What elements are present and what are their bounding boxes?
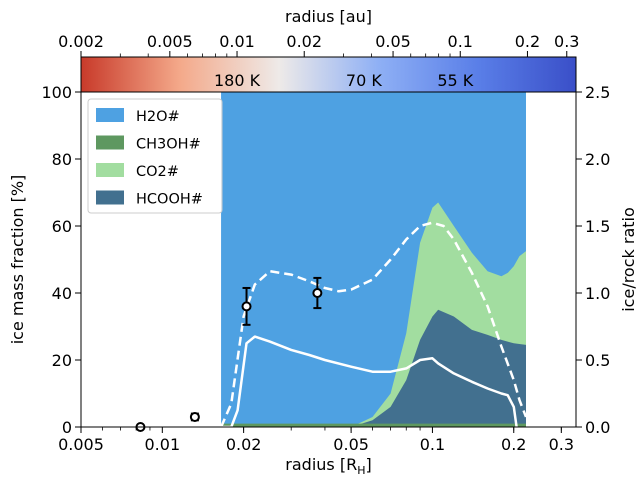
top-tick-label: 0.02: [286, 32, 322, 51]
solid-line: [221, 335, 518, 429]
axes: 0.005 0.01 0.02 0.05 0.1 0.2 0.3 0 20 40 60 80 100 0.…: [41, 32, 610, 454]
y-tick-label: 0: [62, 418, 72, 437]
legend-swatch: [96, 190, 124, 205]
top-tick-label: 0.05: [375, 32, 411, 51]
legend-label: H2O#: [136, 109, 180, 125]
point-marker: [312, 288, 323, 298]
model-lines: [219, 221, 528, 429]
y-tick-label: 20: [52, 351, 72, 370]
legend-label: HCOOH#: [136, 192, 203, 208]
legend-label: CH3OH#: [136, 137, 201, 153]
right-y-tick-label: 1.0: [585, 284, 610, 303]
legend-box: [87, 98, 223, 214]
legend-swatch: [96, 108, 124, 122]
temperature-label: 180 K: [214, 71, 261, 90]
right-y-tick-label: 2.0: [585, 150, 610, 169]
area-hcooh: [221, 309, 526, 427]
stacked-areas: [221, 92, 526, 427]
data-point: [189, 411, 200, 422]
legend-label: CO2#: [136, 164, 179, 180]
top-tick-label: 0.2: [515, 32, 540, 51]
top-tick-label: 0.005: [147, 32, 193, 51]
y-tick-label: 40: [52, 284, 72, 303]
legend: H2O# CH3OH# CO2# HCOOH#: [87, 98, 223, 214]
top-tick-label: 0.1: [448, 32, 473, 51]
temperature-label: 55 K: [437, 71, 473, 90]
x-tick-label: 0.005: [58, 435, 104, 454]
x-tick-label: 0.02: [226, 435, 262, 454]
x-axis-label: radius [RH]: [285, 455, 371, 477]
colorbar-gradient: [81, 57, 576, 92]
x-tick-label: 0.2: [501, 435, 526, 454]
top-axis-label: radius [au]: [285, 7, 372, 26]
x-tick-label: 0.01: [145, 435, 181, 454]
y-axis-label: ice mass fraction [%]: [8, 175, 27, 345]
data-point: [241, 286, 252, 326]
top-tick-label: 0.01: [219, 32, 255, 51]
plot-frame: [80, 91, 577, 428]
legend-swatch: [96, 163, 124, 177]
top-tick-label: 0.3: [554, 32, 579, 51]
right-y-tick-label: 0.5: [585, 351, 610, 370]
right-y-tick-label: 2.5: [585, 83, 610, 102]
y-tick-label: 80: [52, 150, 72, 169]
y-tick-label: 100: [41, 83, 72, 102]
legend-swatch: [96, 135, 124, 150]
top-tick-label: 0.002: [58, 32, 104, 51]
point-marker: [241, 301, 252, 312]
observed-points: [135, 276, 323, 432]
data-point: [312, 276, 323, 310]
x-tick-label: 0.1: [420, 435, 445, 454]
point-marker: [189, 411, 200, 422]
right-y-axis-label: ice/rock ratio: [619, 207, 638, 312]
temperature-label: 70 K: [346, 71, 382, 90]
right-y-tick-label: 1.5: [585, 217, 610, 236]
axis-titles: radius [RH] radius [au] ice mass fractio…: [8, 7, 638, 477]
x-tick-label: 0.3: [549, 435, 574, 454]
dashed-line: [219, 221, 528, 428]
y-tick-label: 60: [52, 217, 72, 236]
area-ch3oh: [221, 423, 526, 427]
temperature-colorbar: 180 K 70 K 55 K: [80, 56, 577, 93]
right-y-tick-label: 0.0: [585, 418, 610, 437]
x-tick-label: 0.05: [333, 435, 369, 454]
